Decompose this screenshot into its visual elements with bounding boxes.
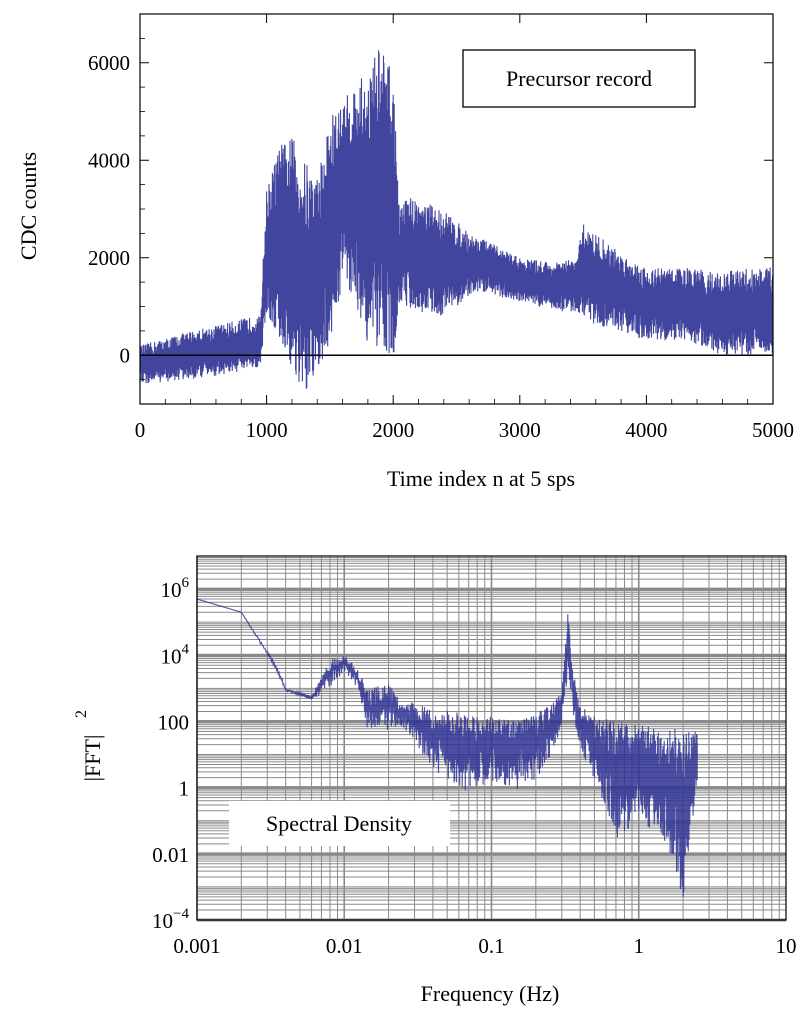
y-tick-label: 6000 <box>88 51 130 75</box>
x-tick-label: 4000 <box>625 418 667 442</box>
plot-frame <box>196 555 787 921</box>
y-tick-label: 1 <box>179 777 190 801</box>
x-axis-ticks: 0 1000 2000 3000 4000 5000 <box>135 14 794 442</box>
y-tick-base: 10 <box>161 578 182 602</box>
legend-frame <box>462 49 696 108</box>
y-tick-exponent: 6 <box>182 575 190 591</box>
y-tick-label: 10−4 <box>152 906 189 933</box>
y-tick-label: 0.01 <box>152 843 189 867</box>
x-tick-label: 3000 <box>499 418 541 442</box>
x-axis-title: Time index n at 5 sps <box>387 466 575 491</box>
y-tick-label: 2000 <box>88 246 130 270</box>
y-axis-ticks: 0 2000 4000 6000 <box>88 13 773 405</box>
y-tick-base: 10 <box>152 909 173 933</box>
x-tick-label: 1000 <box>246 418 288 442</box>
y-tick-label: 4000 <box>88 148 130 172</box>
y-tick-base: 10 <box>161 644 182 668</box>
y-axis-title-exponent: 2 <box>73 710 90 718</box>
series-trace <box>196 598 698 897</box>
legend-label: Spectral Density <box>266 811 412 836</box>
x-tick-label: 10 <box>776 934 797 958</box>
legend-box: Spectral Density <box>229 801 450 846</box>
series-trace <box>139 50 774 389</box>
y-axis-title-group: |FFT| 2 <box>73 710 105 781</box>
y-tick-label: 0 <box>120 343 131 367</box>
x-axis-title: Frequency (Hz) <box>421 981 560 1006</box>
time-series-line <box>139 50 774 389</box>
x-tick-label: 5000 <box>752 418 794 442</box>
legend-frame <box>229 801 450 846</box>
x-tick-label: 1 <box>634 934 645 958</box>
y-tick-exponent: 4 <box>182 641 190 657</box>
y-axis-title: CDC counts <box>16 152 41 260</box>
y-axis-title: |FFT| <box>80 735 105 782</box>
x-tick-label: 2000 <box>372 418 414 442</box>
x-tick-label: 0 <box>135 418 146 442</box>
spectrum-line <box>196 598 698 897</box>
y-tick-exponent: −4 <box>173 906 189 922</box>
y-tick-label: 106 <box>161 575 190 602</box>
time-series-panel: 0 1000 2000 3000 4000 5000 0 2000 4000 6000 Prec… <box>16 13 794 491</box>
x-axis-ticks: 0.001 0.01 0.1 1 10 <box>173 934 796 958</box>
legend-box: Precursor record <box>462 49 696 108</box>
y-tick-label: 100 <box>158 710 190 734</box>
legend-label: Precursor record <box>506 66 652 91</box>
x-tick-label: 0.001 <box>173 934 220 958</box>
x-tick-label: 0.01 <box>326 934 363 958</box>
y-tick-label: 104 <box>161 641 190 668</box>
x-tick-label: 0.1 <box>478 934 504 958</box>
